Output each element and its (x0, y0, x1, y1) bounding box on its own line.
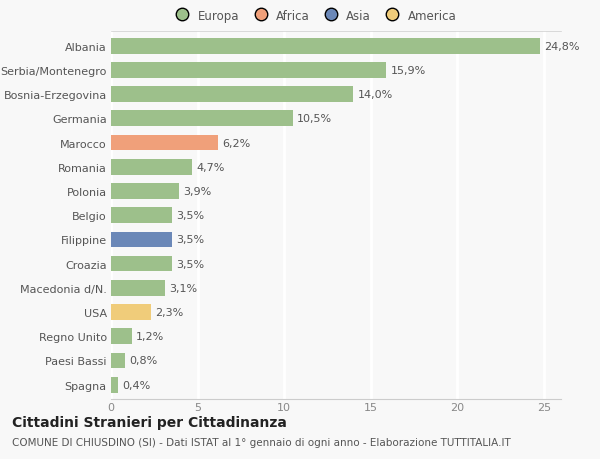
Bar (111, 329, 132, 344)
Bar (111, 232, 172, 248)
Text: 0,4%: 0,4% (122, 380, 151, 390)
Bar (111, 160, 193, 175)
Bar (111, 87, 353, 103)
Text: 24,8%: 24,8% (545, 42, 580, 51)
Legend: Europa, Africa, Asia, America: Europa, Africa, Asia, America (170, 10, 457, 22)
Bar (111, 353, 125, 369)
Bar (111, 184, 179, 199)
Bar (111, 63, 386, 78)
Text: 3,9%: 3,9% (183, 186, 211, 196)
Text: 4,7%: 4,7% (197, 162, 225, 173)
Text: 6,2%: 6,2% (223, 138, 251, 148)
Bar (111, 208, 172, 224)
Text: 3,5%: 3,5% (176, 235, 204, 245)
Text: 2,3%: 2,3% (155, 308, 184, 317)
Text: 10,5%: 10,5% (297, 114, 332, 124)
Text: 3,5%: 3,5% (176, 211, 204, 221)
Text: 14,0%: 14,0% (358, 90, 393, 100)
Bar (111, 39, 540, 55)
Text: 1,2%: 1,2% (136, 331, 164, 341)
Bar (111, 111, 293, 127)
Text: Cittadini Stranieri per Cittadinanza: Cittadini Stranieri per Cittadinanza (12, 415, 287, 429)
Bar (111, 135, 218, 151)
Text: 15,9%: 15,9% (391, 66, 426, 76)
Bar (111, 377, 118, 393)
Bar (111, 256, 172, 272)
Text: 3,1%: 3,1% (169, 283, 197, 293)
Bar (111, 280, 164, 296)
Text: 3,5%: 3,5% (176, 259, 204, 269)
Bar (111, 304, 151, 320)
Text: COMUNE DI CHIUSDINO (SI) - Dati ISTAT al 1° gennaio di ogni anno - Elaborazione : COMUNE DI CHIUSDINO (SI) - Dati ISTAT al… (12, 437, 511, 447)
Text: 0,8%: 0,8% (129, 356, 157, 366)
